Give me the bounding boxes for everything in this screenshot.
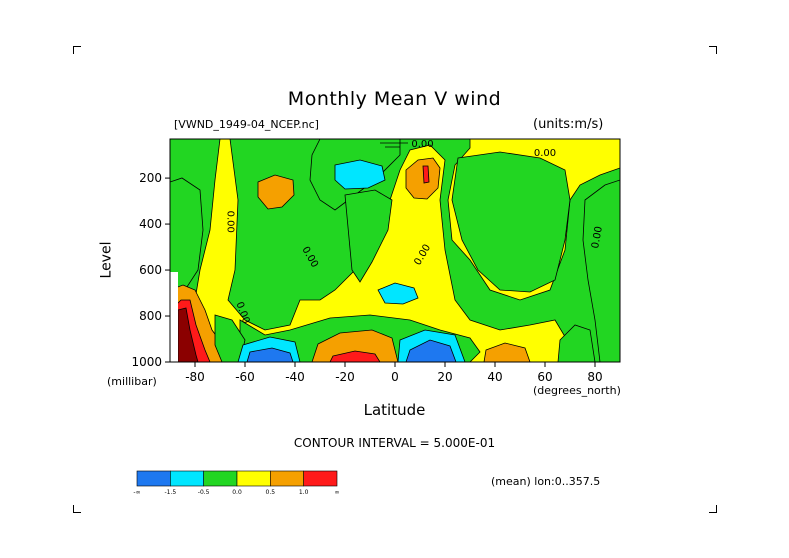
contour-interval-note: CONTOUR INTERVAL = 5.000E-01	[293, 436, 496, 450]
field-green-mid-tongue	[344, 189, 393, 283]
crop-mark-top-right	[709, 46, 717, 54]
y-tick-label: 600	[139, 263, 162, 277]
contour-label: 0.00	[225, 211, 236, 233]
contour-label: 0.00	[590, 226, 605, 250]
y-tick-label: 800	[139, 309, 162, 323]
x-tick-label: 40	[487, 370, 502, 384]
contour-label: 0.00	[534, 148, 556, 159]
plot-area	[170, 139, 620, 362]
colorbar-swatch	[236, 470, 271, 487]
field-orange-bottom-mid	[311, 329, 399, 362]
field-orange-bottom-right	[483, 342, 531, 362]
field-green-far-right	[582, 179, 620, 362]
contour-zero-line-top	[380, 142, 408, 148]
x-axis-ticks: -80 -60 -40 -20 0 20 40 60 80	[185, 362, 603, 384]
colorbar-label: -1.5	[164, 489, 176, 496]
x-tick-label: 20	[437, 370, 452, 384]
field-orange-upper-mid	[405, 157, 441, 200]
x-tick-label: -20	[335, 370, 355, 384]
x-tick-label: -60	[235, 370, 255, 384]
field-green-bottom-left-2	[214, 314, 246, 362]
colorbar-label: -0.5	[198, 489, 210, 496]
field-green-right	[451, 151, 571, 293]
y-tick-label: 400	[139, 217, 162, 231]
y-tick-label: 1000	[131, 355, 162, 369]
field-cyan-upper	[334, 159, 386, 190]
mean-note: (mean) lon:0..357.5	[491, 475, 601, 488]
y-axis-units: (millibar)	[107, 375, 157, 388]
colorbar-swatch	[136, 470, 171, 487]
field-red-upper-mid	[422, 165, 430, 184]
colorbar-label: 0.5	[266, 489, 276, 496]
field-blue-bottom-mid	[405, 339, 457, 362]
y-axis-ticks: 200 400 600 800 1000	[131, 171, 170, 369]
colorbar-swatch	[303, 470, 338, 487]
colorbar-swatch	[270, 470, 304, 487]
field-green-bottom-right	[557, 324, 596, 362]
colorbar-label: -∞	[133, 489, 140, 496]
field-blue-bottom-left	[246, 347, 294, 362]
y-tick-label: 200	[139, 171, 162, 185]
crop-mark-top-left	[73, 46, 81, 54]
x-axis-label: Latitude	[363, 401, 426, 419]
x-axis-units: (degrees_north)	[533, 384, 621, 397]
colorbar-swatch	[170, 470, 204, 487]
dataset-label: [VWND_1949-04_NCEP.nc]	[174, 118, 319, 131]
x-tick-label: 0	[391, 370, 399, 384]
colorbar-label: 0.0	[232, 489, 242, 496]
field-white-missing	[170, 272, 178, 362]
colorbar: -∞ -1.5 -0.5 0.0 0.5 1.0 ∞	[133, 470, 340, 496]
contour-label: 0.00	[411, 139, 433, 150]
field-red-bottom-mid	[329, 350, 381, 362]
x-tick-label: 80	[587, 370, 602, 384]
field-cyan-mid	[377, 282, 419, 305]
crop-mark-bottom-left	[73, 505, 81, 513]
x-tick-label: -80	[185, 370, 205, 384]
crop-mark-bottom-right	[709, 505, 717, 513]
colorbar-label: 1.0	[299, 489, 309, 496]
colorbar-swatch	[203, 470, 238, 487]
x-tick-label: -40	[285, 370, 305, 384]
colorbar-label: ∞	[335, 489, 340, 496]
field-darkred-bottom-left	[177, 307, 199, 362]
units-label: (units:m/s)	[533, 117, 604, 132]
field-orange-upper-left	[257, 174, 295, 210]
chart-title: Monthly Mean V wind	[287, 88, 502, 110]
x-tick-label: 60	[537, 370, 552, 384]
